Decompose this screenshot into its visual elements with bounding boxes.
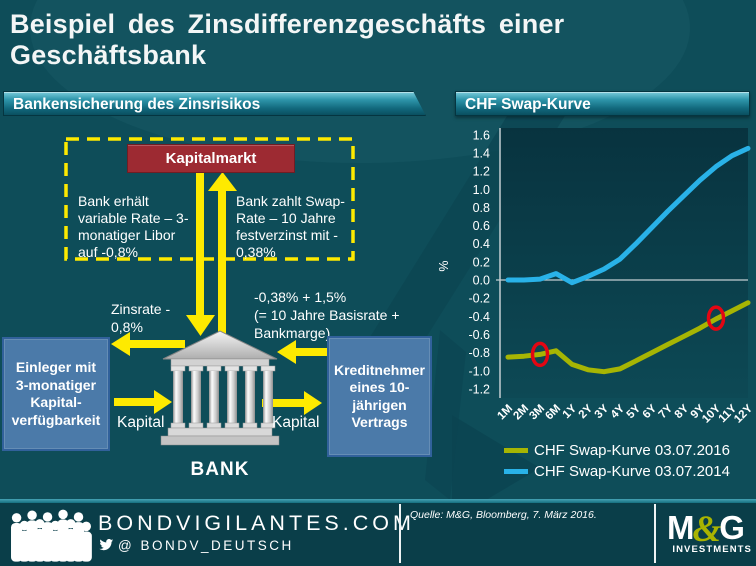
svg-text:-0.2: -0.2	[468, 292, 490, 306]
footer-divider-left	[399, 504, 401, 563]
svg-text:-1.2: -1.2	[468, 382, 490, 396]
footer	[0, 503, 756, 566]
bank-receives-note: Bank erhält variable Rate – 3- monatiger…	[78, 193, 189, 260]
swap-flow-arrows	[111, 172, 327, 415]
footer-divider-right	[654, 504, 656, 563]
svg-text:-0.8: -0.8	[468, 346, 490, 360]
svg-text:0.4: 0.4	[473, 237, 490, 251]
legend-swatch-2016	[504, 448, 528, 453]
legend-label-2016: CHF Swap-Kurve 03.07.2016	[534, 442, 730, 459]
svg-text:1.0: 1.0	[473, 183, 490, 197]
mg-logo-text: M&G	[667, 509, 745, 550]
bank-pays-note: Bank zahlt Swap- Rate – 10 Jahre festver…	[236, 193, 345, 260]
kapital-label-left: Kapital	[117, 414, 165, 431]
svg-text:-0.6: -0.6	[468, 328, 490, 342]
bondvigilantes-site-text: BONDVIGILANTES.COM	[98, 511, 415, 535]
chart-legend: CHF Swap-Kurve 03.07.2016 CHF Swap-Kurve…	[504, 440, 730, 482]
page-title: Beispiel des Zinsdifferenzgeschäfts eine…	[10, 9, 565, 70]
svg-text:0.2: 0.2	[473, 255, 490, 269]
left-panel-header: Bankensicherung des Zinsrisikos	[3, 91, 426, 116]
svg-text:%: %	[437, 260, 451, 271]
mg-logo-subtext: INVESTMENTS	[672, 544, 752, 555]
twitter-bird-icon	[99, 539, 114, 551]
svg-text:1.6: 1.6	[473, 128, 490, 142]
margin-label: -0,38% + 1,5% (= 10 Jahre Basisrate + Ba…	[254, 289, 400, 341]
kapital-label-right: Kapital	[272, 414, 320, 431]
legend-item-2014: CHF Swap-Kurve 03.07.2014	[504, 461, 730, 482]
legend-swatch-2014	[504, 469, 528, 474]
chart-panel-header: CHF Swap-Kurve	[455, 91, 750, 116]
mg-ampersand: &	[692, 509, 722, 550]
twitter-row: @ BONDV_DEUTSCH	[98, 537, 294, 553]
source-text: Quelle: M&G, Bloomberg, 7. März 2016.	[410, 509, 597, 521]
zinsrate-label: Zinsrate - 0,8%	[111, 301, 171, 335]
legend-item-2016: CHF Swap-Kurve 03.07.2016	[504, 440, 730, 461]
footer-separator	[0, 499, 756, 503]
bank-label: BANK	[190, 459, 250, 480]
mg-investments-logo: M&G INVESTMENTS	[660, 511, 752, 555]
svg-text:0.0: 0.0	[473, 274, 490, 288]
bank-building-icon	[160, 330, 280, 446]
svg-text:-1.0: -1.0	[468, 364, 490, 378]
svg-text:0.8: 0.8	[473, 201, 490, 215]
kapitalmarkt-box: Kapitalmarkt	[127, 144, 295, 173]
twitter-handle: @ BONDV_DEUTSCH	[118, 537, 294, 553]
chart-panel-header-label: CHF Swap-Kurve	[465, 96, 591, 113]
left-panel-header-label: Bankensicherung des Zinsrisikos	[13, 96, 261, 113]
svg-text:1.2: 1.2	[473, 165, 490, 179]
dashed-swap-frame	[64, 137, 355, 261]
legend-label-2014: CHF Swap-Kurve 03.07.2014	[534, 463, 730, 480]
svg-text:0.6: 0.6	[473, 219, 490, 233]
depositor-box: Einleger mit 3-monatiger Kapital- verfüg…	[2, 337, 110, 451]
svg-text:12Y: 12Y	[732, 402, 755, 425]
people-crowd-icon	[11, 509, 92, 562]
borrower-box: Kreditnehmer eines 10- jährigen Vertrags	[327, 336, 432, 457]
svg-text:1.4: 1.4	[473, 146, 490, 160]
svg-text:-0.4: -0.4	[468, 310, 490, 324]
